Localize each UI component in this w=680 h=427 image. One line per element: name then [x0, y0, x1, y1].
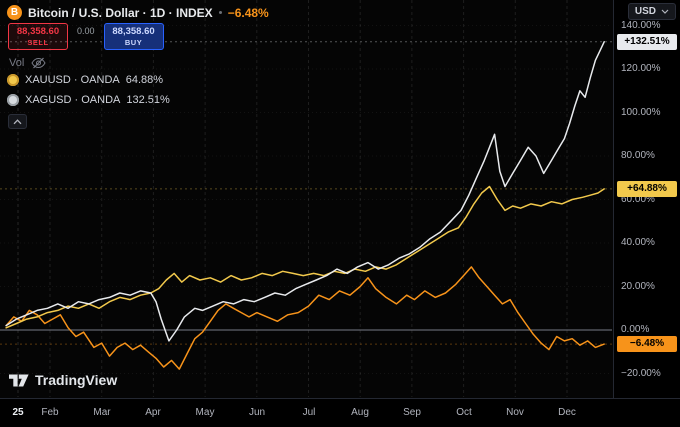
time-scale-month-tick: Dec	[558, 407, 576, 418]
symbol-change: −6.48%	[227, 5, 269, 20]
price-scale-tick: 0.00%	[621, 324, 650, 335]
price-scale-tick: 120.00%	[621, 63, 661, 74]
time-scale-month-tick: Sep	[403, 407, 421, 418]
time-scale-month-tick: Nov	[506, 407, 524, 418]
tradingview-mark-icon	[9, 374, 29, 386]
compare-symbol-name: XAGUSD · OANDA	[25, 94, 121, 106]
price-scale-tick: 20.00%	[621, 280, 655, 292]
collapse-pane-button[interactable]	[8, 114, 27, 129]
price-badge-xauusd: +64.88%	[617, 180, 677, 197]
sell-price: 88,358.60	[16, 26, 60, 38]
price-badge-xagusd: +132.51%	[617, 33, 677, 50]
gold-coin-icon	[7, 74, 19, 86]
series-line-xagusd[interactable]	[5, 41, 605, 342]
symbol-header[interactable]: B Bitcoin / U.S. Dollar · 1D · INDEX −6.…	[7, 5, 269, 20]
sell-label: SELL	[27, 37, 49, 47]
plot-svg[interactable]	[0, 0, 613, 398]
trade-panel: 88,358.60 SELL 0.00 88,358.60 BUY	[8, 23, 164, 50]
price-scale-tick: 140.00%	[621, 19, 661, 31]
separator-dot-icon	[218, 11, 222, 14]
symbol-title: Bitcoin / U.S. Dollar · 1D · INDEX	[28, 5, 213, 20]
price-scale-tick: −20.00%	[621, 367, 661, 379]
compare-symbol-value: 132.51%	[126, 94, 170, 106]
currency-dropdown[interactable]: USD	[627, 3, 676, 20]
sell-button[interactable]: 88,358.60 SELL	[8, 23, 68, 50]
tradingview-wordmark: TradingView	[35, 372, 118, 388]
volume-indicator-row[interactable]: Vol	[9, 57, 46, 69]
bitcoin-icon: B	[7, 5, 22, 20]
price-scale-tick: 100.00%	[621, 106, 661, 118]
compare-row-xauusd[interactable]: XAUUSD · OANDA 64.88%	[7, 74, 163, 86]
silver-coin-icon	[7, 94, 19, 106]
time-scale-month-tick: Jun	[248, 407, 266, 418]
compare-row-xagusd[interactable]: XAGUSD · OANDA 132.51%	[7, 94, 170, 106]
series-line-btcusd[interactable]	[5, 266, 605, 370]
time-scale-month-tick: Oct	[456, 407, 472, 418]
price-badge-btcusd: −6.48%	[617, 336, 677, 353]
time-scale-month-tick: Mar	[93, 407, 111, 418]
buy-label: BUY	[124, 37, 143, 47]
time-scale-month-tick: Aug	[351, 407, 369, 418]
time-scale-year-tick: 25	[12, 407, 24, 418]
buy-price: 88,358.60	[112, 26, 155, 38]
time-scale-month-tick: Jul	[302, 407, 316, 418]
time-scale-month-tick: May	[195, 407, 215, 418]
buy-button[interactable]: 88,358.60 BUY	[103, 23, 164, 50]
compare-symbol-name: XAUUSD · OANDA	[25, 74, 120, 86]
price-scale-tick: 60.00%	[621, 193, 655, 205]
series-line-xauusd[interactable]	[5, 185, 605, 329]
price-scale-tick: 40.00%	[621, 237, 655, 248]
time-scale-month-tick: Feb	[41, 407, 59, 418]
time-scale-month-tick: Apr	[145, 407, 161, 418]
time-scale[interactable]: 25 Feb Mar Apr May Jun Jul Aug Sep Oct Nov Dec	[0, 398, 680, 427]
currency-label: USD	[634, 6, 656, 17]
chevron-up-icon	[13, 118, 22, 124]
price-scale-tick: 80.00%	[621, 150, 655, 161]
eye-off-icon[interactable]	[31, 57, 46, 69]
tradingview-logo[interactable]: TradingView	[9, 372, 117, 388]
price-scale[interactable]: USD 140.00% 120.00% 100.00% 80.00% 60.00% 40.…	[613, 0, 680, 398]
spread-value: 0.00	[77, 26, 95, 36]
compare-symbol-value: 64.88%	[125, 74, 164, 86]
chevron-down-icon	[661, 9, 669, 14]
volume-label: Vol	[9, 57, 25, 69]
